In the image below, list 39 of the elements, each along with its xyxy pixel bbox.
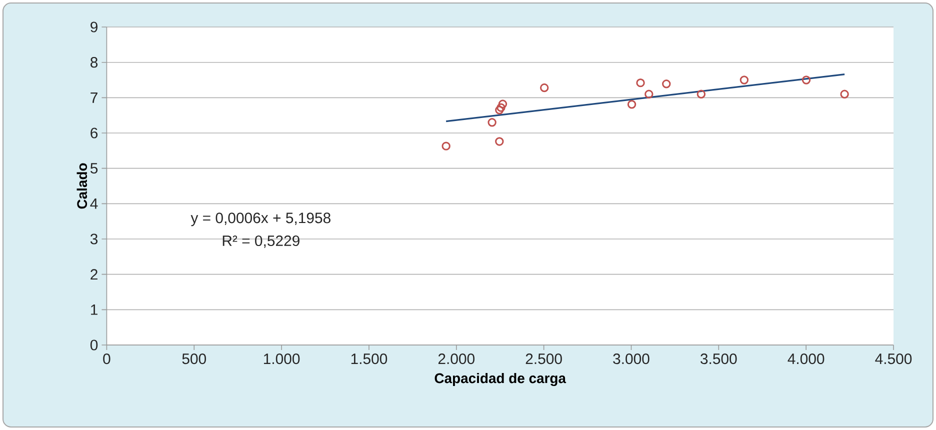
point [696,90,706,98]
y-tick-label: 0 [90,340,98,350]
x-tick-label: 3.000 [613,354,650,364]
point [540,83,549,92]
x-tick-label: 1.000 [264,354,300,364]
point [740,76,749,84]
y-tick-label: 4 [90,198,98,209]
point [495,137,504,146]
annotation: R² = 0,5229 [222,235,300,248]
x-tick-label: 3.500 [700,354,737,364]
x-tick-label: 4.000 [788,354,824,364]
x-tick-label: 1.500 [351,354,388,364]
point [442,142,450,150]
y-tick-label: 6 [90,128,98,138]
y-tick-label: 3 [90,234,98,244]
x-tick-label: 2.000 [438,354,474,364]
point [488,118,496,127]
point [498,100,508,108]
x-tick-label: 0 [103,354,110,364]
x-tick-label: 4.500 [875,354,912,364]
point [496,103,506,112]
x-tick-label: 500 [182,354,206,364]
point [840,90,849,98]
y-tick-label: 9 [90,22,98,32]
annotation: y = 0,0006x + 5,1958 [190,212,330,226]
x-tick-label: 2.500 [526,354,562,364]
y-tick-label: 7 [90,92,98,103]
point [662,80,671,88]
y-tick-label: 8 [90,57,98,68]
y-tick-label: 2 [90,269,98,280]
y-tick-label: 5 [90,163,98,174]
y-tick-label: 1 [91,304,98,315]
point [636,78,645,88]
y-axis-title: Calado [76,163,88,209]
point [627,100,636,109]
point [644,90,654,98]
point [802,76,811,84]
point [495,106,504,114]
x-axis-title: Capacidad de carga [434,372,566,386]
